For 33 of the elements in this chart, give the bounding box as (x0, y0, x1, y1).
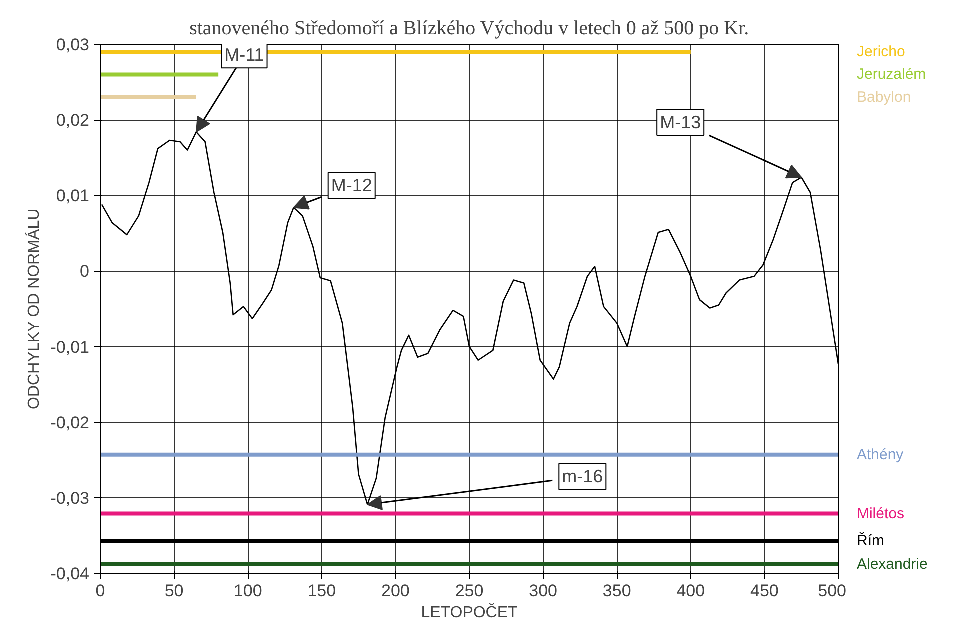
x-axis-title: LETOPOČET (421, 604, 518, 622)
text: Jericho (856, 44, 906, 61)
annotation: M-11 (224, 45, 264, 66)
series-label: Alexandrie (856, 556, 928, 573)
x-tick-label: 100 (234, 582, 262, 600)
y-tick-label: -0,04 (50, 564, 90, 584)
y-tick-label: 0,02 (56, 111, 90, 130)
y-tick-label: 0,03 (56, 36, 90, 54)
series-label: Milétos (856, 505, 904, 522)
x-tick-label: 250 (455, 582, 484, 600)
chart-title: stanoveného Středomoří a Blízkého Východu v letech 0 až 500 po Kr. (190, 18, 750, 40)
x-tick-label: 500 (818, 582, 847, 600)
x-tick-label: 50 (164, 582, 184, 600)
y-tick-label: 0 (80, 262, 90, 282)
annotation: M-13 (660, 112, 702, 133)
x-tick-label: 450 (750, 582, 779, 600)
x-tick-label: 150 (308, 582, 336, 600)
y-tick-label: -0,01 (50, 338, 90, 357)
annotation: M-12 (331, 176, 372, 196)
y-tick-label: -0,03 (50, 488, 90, 508)
x-tick-label: 0 (96, 582, 106, 600)
annotation: m-16 (562, 466, 604, 487)
text: Babylon (856, 88, 912, 106)
series-label: Řím (856, 532, 884, 550)
x-tick-label: 200 (382, 582, 410, 600)
x-tick-label: 350 (602, 582, 632, 600)
x-tick-label: 300 (529, 582, 558, 600)
text: Jeruzalém (856, 66, 926, 84)
y-tick-label: 0,01 (56, 186, 90, 206)
y-axis-title: ODCHYLKY OD NORMÁLU (24, 208, 43, 410)
series-label: Athény (856, 446, 904, 464)
y-tick-label: -0,02 (50, 413, 90, 432)
x-tick-label: 400 (676, 582, 706, 600)
